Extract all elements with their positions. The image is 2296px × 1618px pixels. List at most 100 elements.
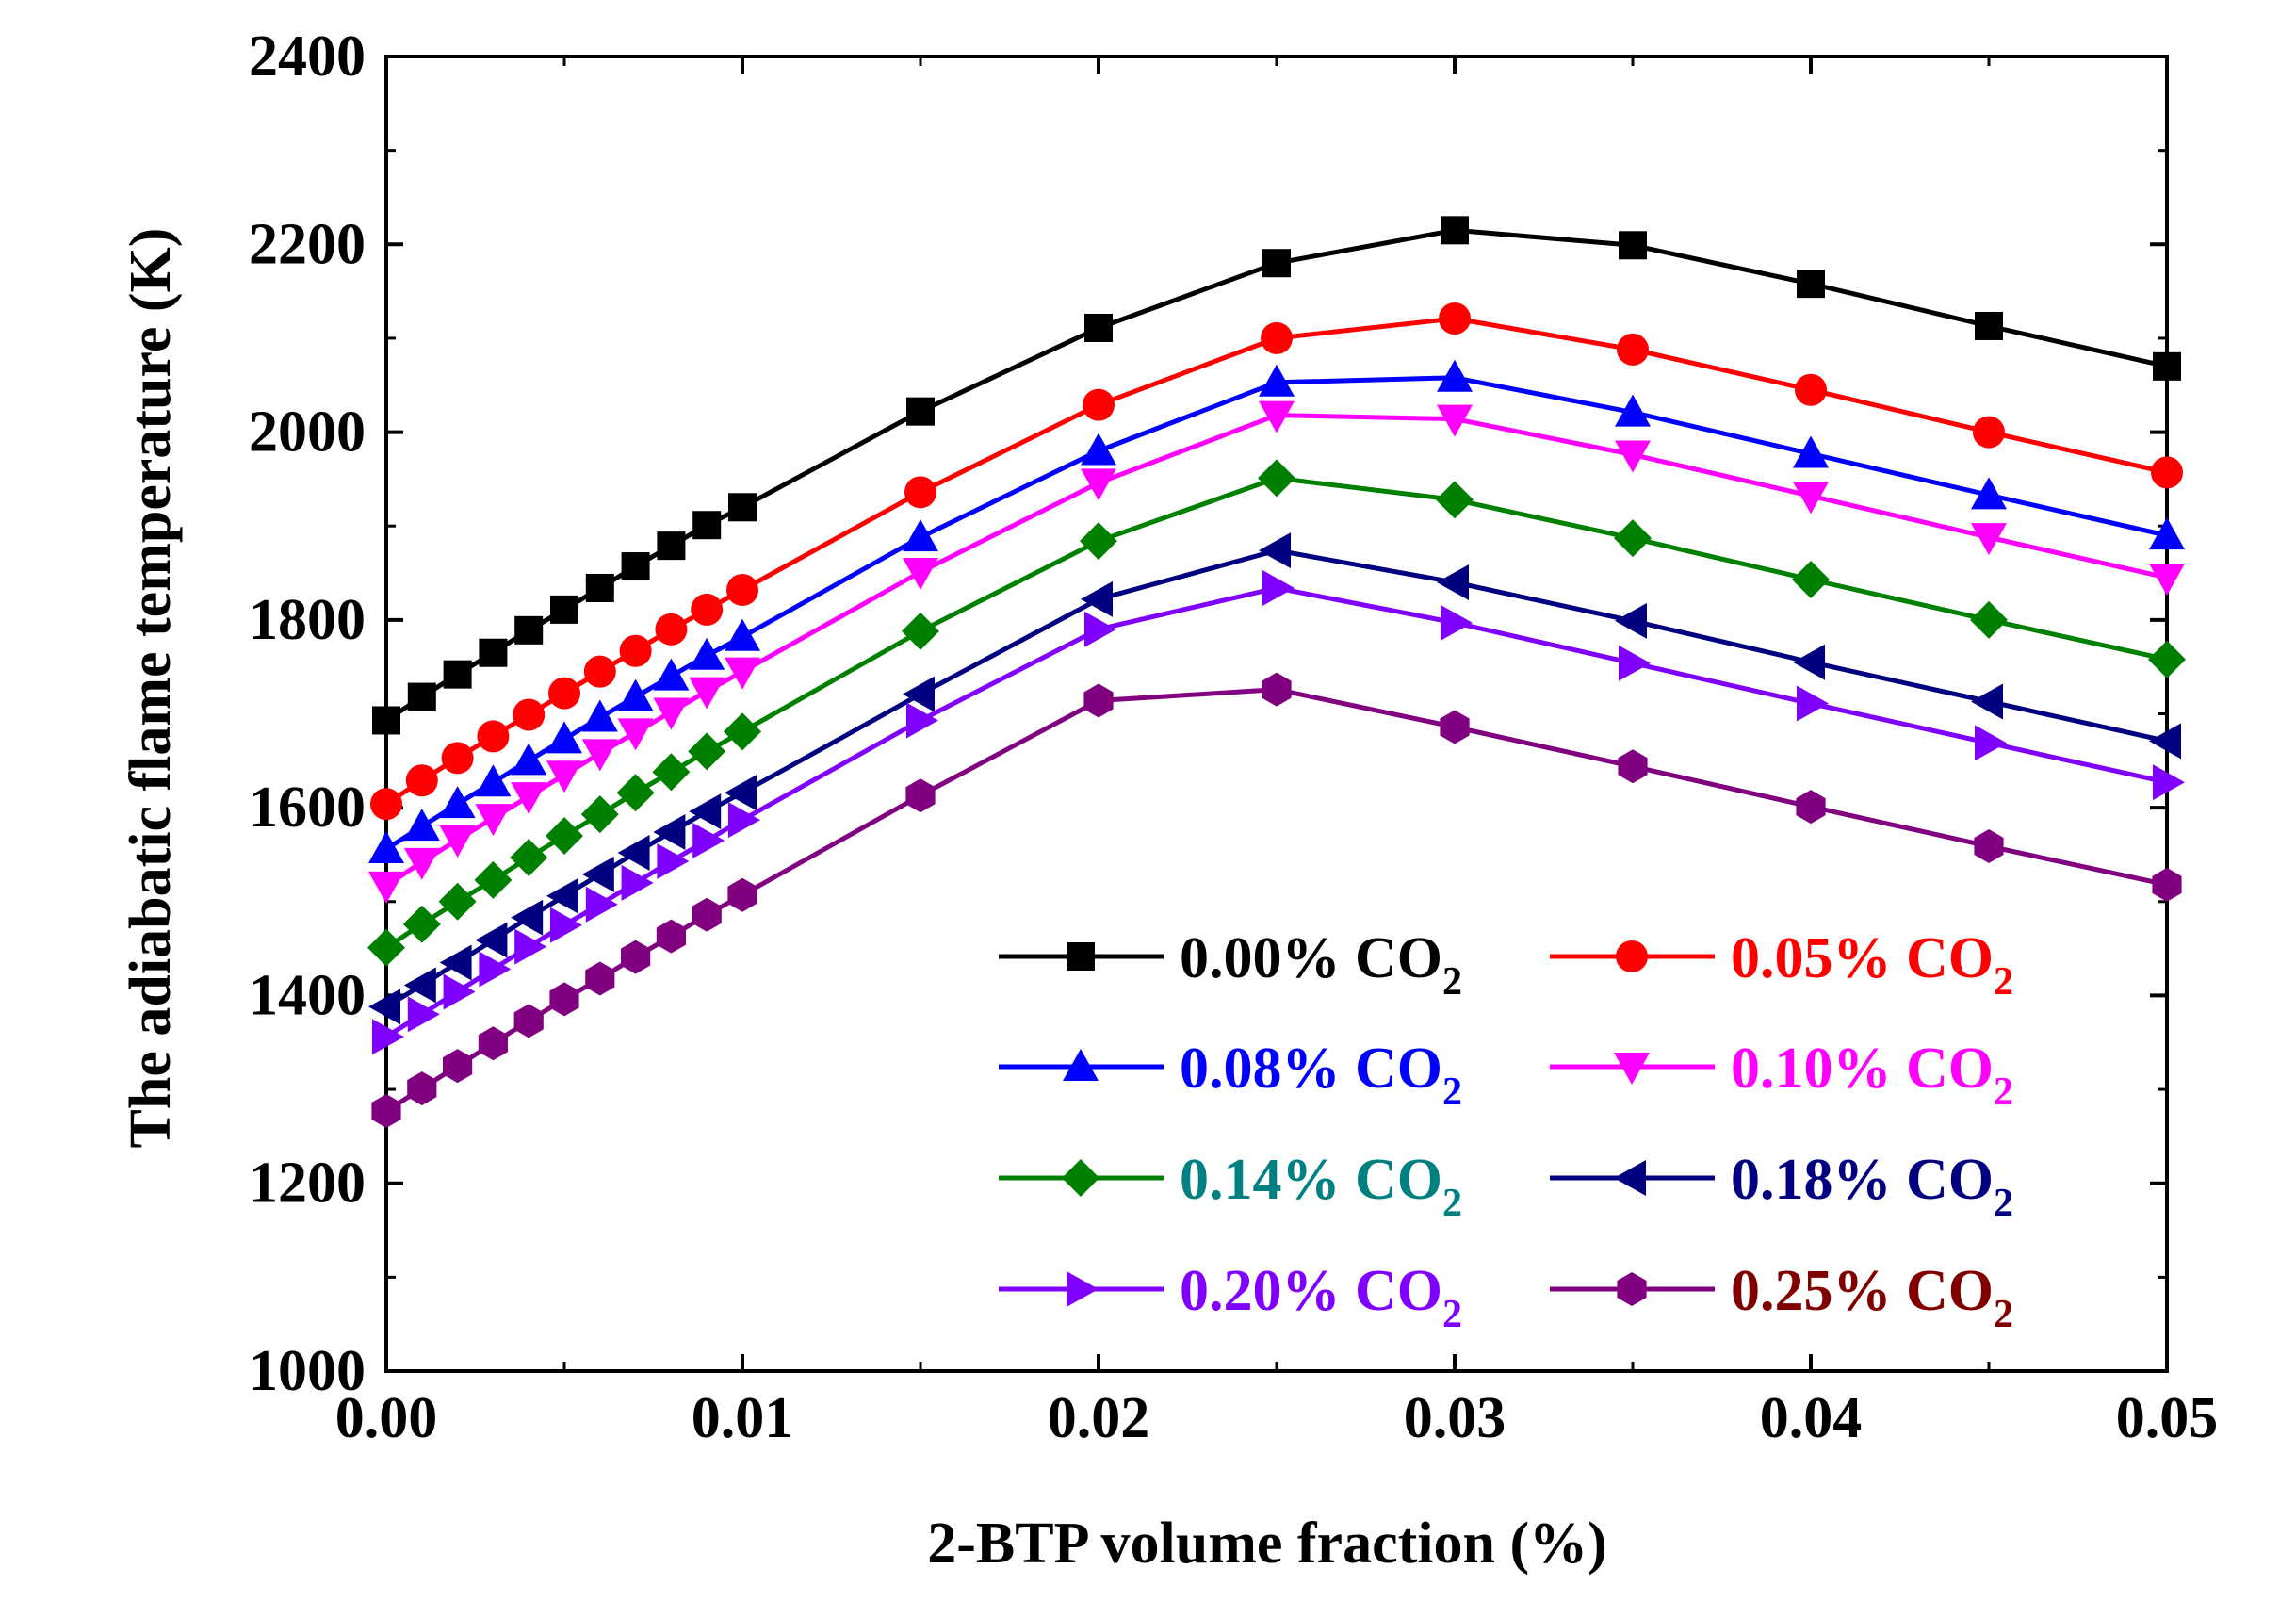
series-3 xyxy=(368,400,2185,904)
data-point xyxy=(653,697,690,730)
data-point xyxy=(511,899,544,936)
legend-label: 0.05% CO2 xyxy=(1731,926,2013,1004)
data-point xyxy=(1441,604,1473,641)
x-tick-label: 0.04 xyxy=(1760,1386,1863,1450)
data-point xyxy=(725,657,760,690)
legend-item: 0.14% CO2 xyxy=(999,1148,1462,1225)
data-point xyxy=(585,573,614,602)
data-point xyxy=(475,804,512,837)
data-point xyxy=(583,655,616,688)
data-point xyxy=(475,922,508,958)
data-point xyxy=(1437,564,1469,600)
data-point xyxy=(2152,867,2182,902)
data-point xyxy=(513,698,546,731)
data-point xyxy=(368,830,404,863)
legend-marker xyxy=(1063,1049,1099,1081)
legend-item: 0.08% CO2 xyxy=(999,1037,1462,1114)
data-point xyxy=(479,638,508,667)
data-point xyxy=(546,817,583,856)
data-point xyxy=(585,886,618,923)
legend-item: 0.10% CO2 xyxy=(1550,1037,2013,1114)
data-point xyxy=(479,951,512,988)
data-point xyxy=(550,595,578,624)
series-5 xyxy=(368,532,2181,1025)
data-point xyxy=(443,660,472,689)
y-tick-label: 1400 xyxy=(249,963,366,1027)
legend-marker xyxy=(1067,942,1095,971)
data-point xyxy=(438,882,477,921)
data-point xyxy=(1615,440,1651,473)
data-point xyxy=(1081,433,1116,466)
x-axis-title: 2-BTP volume fraction (%) xyxy=(927,1512,1607,1576)
data-point xyxy=(1081,580,1113,617)
data-point xyxy=(514,615,544,645)
data-point xyxy=(653,658,690,691)
data-point xyxy=(1793,482,1829,515)
data-point xyxy=(2149,723,2181,760)
data-point xyxy=(443,1049,473,1084)
legend-item: 0.05% CO2 xyxy=(1550,926,2013,1004)
x-tick-label: 0.00 xyxy=(335,1386,438,1450)
data-point xyxy=(439,825,476,858)
legend-label-subscript: 2 xyxy=(1994,1070,2013,1114)
legend-label-subscript: 2 xyxy=(1442,960,1462,1004)
data-point xyxy=(904,476,936,509)
legend-label-subscript: 2 xyxy=(1442,1293,1462,1336)
data-point xyxy=(475,764,512,797)
data-point xyxy=(1793,644,1825,680)
data-point xyxy=(621,864,654,901)
data-point xyxy=(655,613,688,646)
data-point xyxy=(1619,645,1651,681)
data-point xyxy=(550,907,582,943)
data-point xyxy=(1974,828,2004,863)
data-point xyxy=(692,511,722,540)
y-tick-label: 1800 xyxy=(249,588,366,652)
series-6 xyxy=(372,569,2185,1055)
data-point xyxy=(1971,523,2007,556)
data-point xyxy=(403,847,440,880)
data-point xyxy=(657,842,690,879)
y-axis: 1000 1200 1400 1600 1800 2000 2200 2400 xyxy=(249,25,2167,1403)
y-axis-title: The adiabatic flame temperature (K) xyxy=(119,228,183,1149)
data-point xyxy=(1797,685,1829,722)
data-point xyxy=(1615,394,1651,427)
data-point xyxy=(1975,725,2007,761)
x-axis: 0.00 0.01 0.02 0.03 0.04 0.05 xyxy=(335,57,2219,1450)
legend-label-main: 0.20% CO xyxy=(1180,1259,1442,1323)
legend-item: 0.20% CO2 xyxy=(999,1259,1462,1336)
data-point xyxy=(585,961,615,996)
legend-marker xyxy=(1617,1272,1647,1306)
data-point xyxy=(621,552,650,581)
data-point xyxy=(1259,532,1291,569)
data-point xyxy=(621,940,651,974)
data-point xyxy=(1796,790,1826,825)
data-point xyxy=(1436,481,1474,519)
data-point xyxy=(1439,302,1471,335)
data-point xyxy=(902,612,939,650)
data-point xyxy=(728,493,757,522)
data-point xyxy=(903,676,935,712)
data-point xyxy=(724,712,761,751)
y-tick-label: 2200 xyxy=(249,212,366,276)
legend-label: 0.25% CO2 xyxy=(1731,1259,2013,1336)
y-tick-label: 1200 xyxy=(249,1152,366,1216)
data-point xyxy=(405,764,438,797)
data-point xyxy=(403,809,440,842)
legend-label-main: 0.00% CO xyxy=(1180,926,1442,990)
data-point xyxy=(903,519,938,552)
data-point xyxy=(692,897,722,932)
data-point xyxy=(513,1004,544,1038)
data-point xyxy=(1619,231,1647,260)
data-point xyxy=(692,823,725,859)
data-point xyxy=(1262,569,1295,606)
data-point xyxy=(2149,517,2185,550)
y-tick-label: 2400 xyxy=(249,25,366,89)
legend-label: 0.18% CO2 xyxy=(1731,1148,2013,1225)
legend-label-main: 0.10% CO xyxy=(1731,1037,1994,1101)
data-point xyxy=(1797,270,1825,299)
legend-label-subscript: 2 xyxy=(1442,1182,1462,1225)
data-point xyxy=(439,944,472,981)
x-tick-label: 0.05 xyxy=(2116,1386,2219,1450)
data-point xyxy=(1437,359,1473,392)
data-point xyxy=(1795,373,1827,406)
